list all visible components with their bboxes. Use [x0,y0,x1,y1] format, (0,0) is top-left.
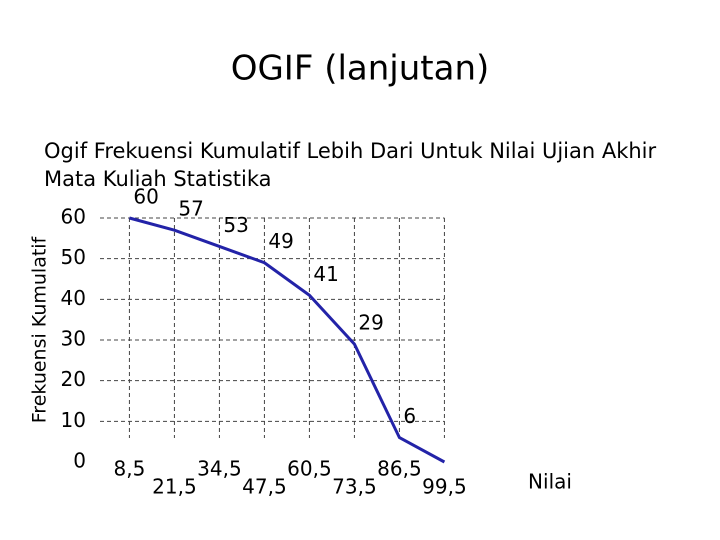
x-tick-label: 34,5 [197,457,242,481]
x-tick-label: 21,5 [152,475,197,499]
chart-title: Ogif Frekuensi Kumulatif Lebih Dari Untu… [44,139,657,163]
y-tick-label: 60 [61,205,86,229]
y-tick-label: 10 [61,408,86,432]
x-axis-label: Nilai [528,470,572,494]
data-label: 60 [133,185,158,209]
data-label: 6 [403,404,416,428]
data-label: 41 [313,262,338,286]
data-label: 57 [178,197,203,221]
x-tick-label: 47,5 [242,475,287,499]
data-label: 49 [268,229,293,253]
y-tick-label: 50 [61,245,86,269]
data-label: 53 [223,213,248,237]
x-tick-label: 73,5 [332,475,377,499]
slide-title: OGIF (lanjutan) [231,49,490,89]
x-tick-label: 60,5 [287,457,332,481]
chart-title: Mata Kuliah Statistika [44,167,272,191]
x-tick-label: 86,5 [377,457,422,481]
y-tick-label: 20 [61,367,86,391]
data-label: 29 [358,311,383,335]
x-tick-label: 99,5 [422,475,467,499]
y-tick-label: 0 [73,449,86,473]
x-tick-label: 8,5 [114,457,146,481]
ogive-line [129,216,446,464]
y-tick-label: 30 [61,327,86,351]
y-tick-label: 40 [61,286,86,310]
y-axis-label: Frekuensi Kumulatif [29,235,51,423]
